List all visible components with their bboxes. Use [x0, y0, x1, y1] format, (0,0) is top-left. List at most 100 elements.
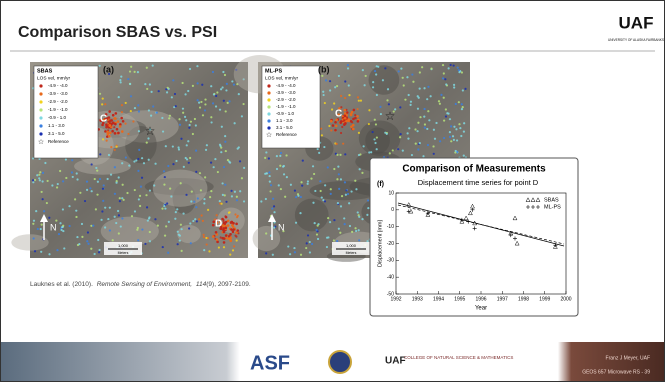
velocity-dot — [111, 130, 114, 133]
velocity-dot — [212, 71, 214, 73]
velocity-dot — [228, 100, 230, 102]
velocity-dot — [433, 153, 435, 155]
velocity-dot — [334, 86, 336, 88]
velocity-dot — [221, 126, 223, 128]
velocity-dot — [195, 171, 197, 173]
velocity-dot — [215, 231, 218, 234]
y-axis-label: Displacement [mm] — [377, 220, 383, 268]
velocity-dot — [134, 107, 136, 109]
velocity-dot — [228, 211, 230, 213]
velocity-dot — [414, 128, 416, 130]
x-tick-label: 1994 — [433, 296, 444, 302]
velocity-dot — [404, 99, 406, 101]
velocity-dot — [182, 82, 184, 84]
legend-label: -2.9 - -2.0 — [276, 97, 296, 102]
velocity-dot — [154, 163, 156, 165]
velocity-dot — [227, 102, 229, 104]
velocity-dot — [68, 225, 70, 227]
velocity-dot — [175, 160, 177, 162]
velocity-dot — [464, 88, 466, 90]
velocity-dot — [379, 106, 381, 108]
velocity-dot — [321, 134, 323, 136]
velocity-dot — [130, 66, 132, 68]
velocity-dot — [197, 82, 199, 84]
velocity-dot — [95, 167, 97, 169]
velocity-dot — [233, 245, 235, 247]
velocity-dot — [326, 246, 328, 248]
velocity-dot — [106, 131, 109, 134]
velocity-dot — [460, 135, 462, 137]
velocity-dot — [352, 128, 355, 131]
velocity-dot — [279, 155, 281, 157]
velocity-dot — [243, 167, 245, 169]
velocity-dot — [229, 254, 231, 256]
velocity-dot — [264, 157, 266, 159]
velocity-dot — [215, 95, 217, 97]
velocity-dot — [109, 229, 111, 231]
velocity-dot — [167, 165, 169, 167]
legend-label: -3.9 - -3.0 — [276, 90, 296, 95]
logo-sub: UNIVERSITY OF ALASKA FAIRBANKS — [608, 38, 664, 42]
velocity-dot — [398, 70, 400, 72]
velocity-dot — [129, 83, 131, 85]
point-label: C — [100, 114, 107, 125]
velocity-dot — [241, 115, 243, 117]
velocity-dot — [138, 198, 140, 200]
velocity-dot — [306, 242, 308, 244]
velocity-dot — [205, 237, 207, 239]
velocity-dot — [175, 211, 177, 213]
velocity-dot — [321, 75, 323, 77]
velocity-dot — [192, 133, 194, 135]
velocity-dot — [179, 239, 181, 241]
velocity-dot — [100, 219, 102, 221]
velocity-dot — [165, 225, 167, 227]
velocity-dot — [338, 75, 340, 77]
velocity-dot — [86, 181, 88, 183]
velocity-dot — [286, 176, 288, 178]
velocity-dot — [323, 146, 325, 148]
velocity-dot — [129, 70, 131, 72]
velocity-dot — [122, 184, 124, 186]
velocity-dot — [229, 236, 232, 239]
velocity-dot — [367, 199, 369, 201]
velocity-dot — [218, 246, 220, 248]
velocity-dot — [372, 86, 374, 88]
velocity-dot — [338, 228, 340, 230]
velocity-dot — [333, 219, 335, 221]
velocity-dot — [341, 195, 343, 197]
velocity-dot — [333, 102, 335, 104]
velocity-dot — [101, 103, 103, 105]
velocity-dot — [265, 198, 267, 200]
velocity-dot — [347, 118, 350, 121]
velocity-dot — [236, 229, 239, 232]
velocity-dot — [118, 214, 120, 216]
velocity-dot — [225, 110, 227, 112]
velocity-dot — [356, 108, 358, 110]
velocity-dot — [137, 158, 139, 160]
velocity-dot — [307, 234, 309, 236]
velocity-dot — [234, 235, 236, 237]
velocity-dot — [112, 114, 115, 117]
velocity-dot — [376, 136, 378, 138]
velocity-dot — [449, 131, 451, 133]
velocity-dot — [339, 121, 342, 124]
velocity-dot — [320, 128, 322, 130]
velocity-dot — [148, 109, 150, 111]
velocity-dot — [319, 180, 321, 182]
velocity-dot — [336, 178, 338, 180]
velocity-dot — [322, 94, 324, 96]
velocity-dot — [450, 64, 452, 66]
velocity-dot — [162, 130, 164, 132]
velocity-dot — [114, 117, 117, 120]
velocity-dot — [269, 175, 271, 177]
x-tick-label: 1996 — [475, 296, 486, 302]
velocity-dot — [343, 217, 345, 219]
velocity-dot — [388, 103, 390, 105]
velocity-dot — [456, 139, 458, 141]
velocity-dot — [182, 108, 184, 110]
velocity-dot — [150, 91, 152, 93]
velocity-dot — [417, 122, 419, 124]
velocity-dot — [169, 115, 171, 117]
velocity-dot — [458, 123, 460, 125]
velocity-dot — [236, 199, 238, 201]
